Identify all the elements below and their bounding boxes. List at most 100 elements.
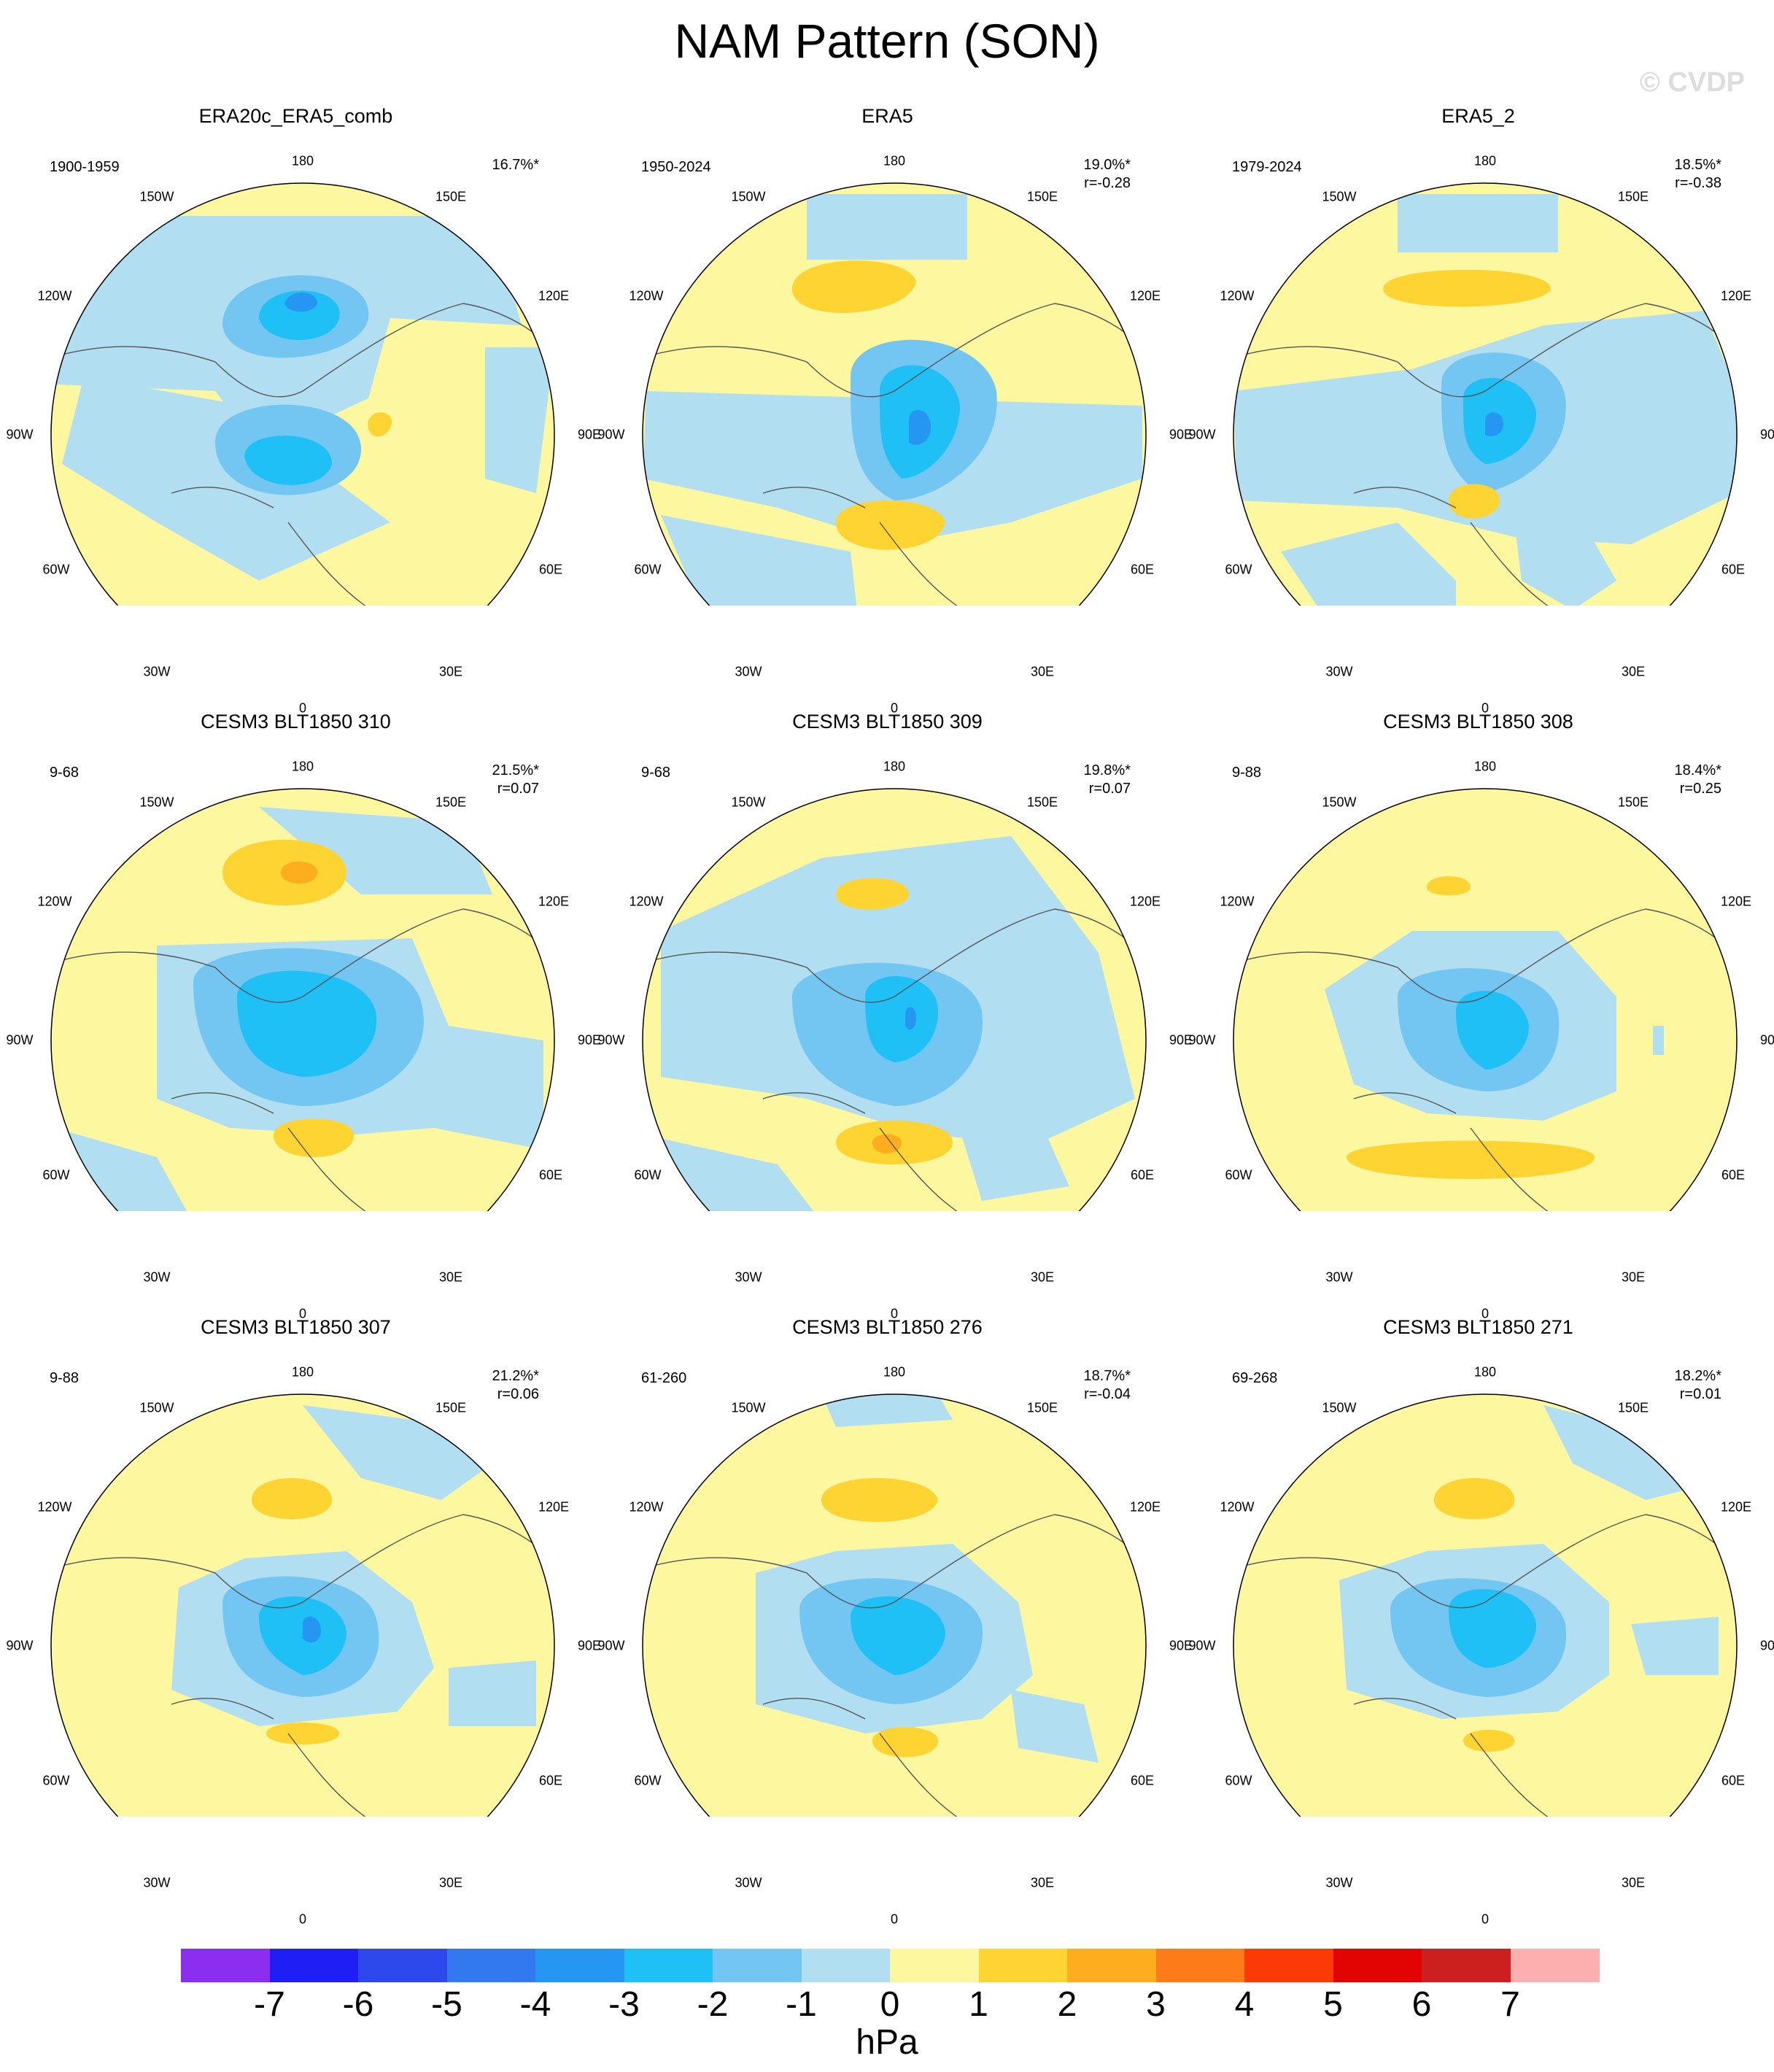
longitude-label: 120W bbox=[37, 288, 72, 304]
longitude-label: 180 bbox=[883, 1364, 906, 1380]
explained-variance: 18.7%* bbox=[1083, 1368, 1131, 1384]
longitude-label: 150E bbox=[1026, 795, 1058, 810]
longitude-label: 120W bbox=[37, 1499, 72, 1515]
contour-region bbox=[1434, 1478, 1514, 1520]
colorbar-segment bbox=[1067, 1949, 1156, 1982]
longitude-label: 180 bbox=[1473, 153, 1497, 169]
colorbar-segment bbox=[181, 1949, 270, 1982]
panel-period: 9-88 bbox=[50, 1370, 80, 1386]
polar-map bbox=[1233, 182, 1738, 606]
longitude-label: 180 bbox=[883, 759, 906, 774]
contour-region bbox=[807, 194, 967, 260]
longitude-label: 90E bbox=[577, 1638, 602, 1653]
longitude-label: 90W bbox=[1188, 427, 1216, 442]
map-border bbox=[1233, 1393, 1738, 1817]
longitude-label: 120W bbox=[629, 288, 664, 304]
map-panel: ERA5_2 1979-2024 18.5%* r=-0.38 180 150W 150E 1… bbox=[1182, 0, 1774, 716]
colorbar-segment bbox=[624, 1949, 713, 1982]
longitude-label: 0 bbox=[890, 700, 899, 716]
map-border bbox=[642, 182, 1147, 606]
contour-region bbox=[284, 293, 317, 312]
polar-map bbox=[642, 788, 1147, 1211]
panel-stats: 19.8%* r=0.07 bbox=[1084, 762, 1131, 798]
longitude-label: 180 bbox=[291, 759, 314, 774]
panel-period: 1979-2024 bbox=[1232, 159, 1302, 175]
longitude-label: 120W bbox=[1220, 288, 1255, 304]
explained-variance: 19.0%* bbox=[1083, 157, 1131, 173]
panel-period: 69-268 bbox=[1232, 1370, 1278, 1386]
longitude-label: 150W bbox=[731, 1400, 766, 1415]
contour-region bbox=[303, 1616, 321, 1643]
contour-region bbox=[646, 1135, 851, 1211]
longitude-label: 180 bbox=[883, 153, 906, 169]
coastline bbox=[653, 1514, 1143, 1817]
explained-variance: 16.7%* bbox=[492, 157, 540, 173]
longitude-label: 90W bbox=[1188, 1032, 1216, 1048]
polar-map bbox=[1233, 1393, 1738, 1817]
panel-period: 9-68 bbox=[50, 765, 80, 781]
contour-region bbox=[244, 436, 332, 485]
longitude-label: 90E bbox=[1759, 1032, 1774, 1048]
contour-region bbox=[872, 1134, 902, 1153]
map-panel: CESM3 BLT1850 308 9-88 18.4%* r=0.25 180 150W… bbox=[1182, 606, 1774, 1321]
contour-region bbox=[836, 878, 909, 910]
contour-region bbox=[872, 1727, 938, 1758]
panel-title: CESM3 BLT1850 310 bbox=[201, 711, 391, 732]
longitude-label: 150W bbox=[1322, 1400, 1357, 1415]
colorbar-tick-label: -4 bbox=[519, 1985, 551, 2024]
pattern-correlation: r=0.25 bbox=[1679, 781, 1721, 797]
longitude-label: 120E bbox=[538, 1499, 570, 1515]
longitude-label: 150E bbox=[1617, 1400, 1649, 1415]
colorbar-segment bbox=[1155, 1949, 1245, 1982]
map-panel: ERA20c_ERA5_comb 1900-1959 16.7%* 180 150W 15… bbox=[0, 0, 601, 716]
longitude-label: 0 bbox=[298, 1306, 307, 1321]
longitude-label: 120E bbox=[538, 288, 570, 304]
pattern-correlation: r=-0.04 bbox=[1084, 1386, 1131, 1402]
longitude-label: 90E bbox=[577, 427, 602, 442]
longitude-label: 60W bbox=[634, 1773, 662, 1788]
longitude-label: 30W bbox=[735, 664, 762, 679]
map-border bbox=[50, 182, 555, 606]
watermark: © CVDP bbox=[1639, 67, 1745, 98]
map-panel: CESM3 BLT1850 307 9-88 21.2%* r=0.06 180 150W… bbox=[0, 1211, 601, 1927]
panel-stats: 18.5%* r=-0.38 bbox=[1675, 156, 1722, 193]
longitude-label: 90E bbox=[1169, 1638, 1193, 1653]
contour-region bbox=[1449, 484, 1500, 519]
longitude-label: 30E bbox=[1030, 664, 1055, 679]
polar-map bbox=[50, 788, 555, 1211]
panel-period: 1950-2024 bbox=[641, 159, 711, 175]
contour-region bbox=[259, 290, 340, 340]
longitude-label: 180 bbox=[291, 153, 314, 169]
pattern-correlation: r=0.07 bbox=[1088, 781, 1131, 797]
longitude-label: 120E bbox=[1129, 288, 1161, 304]
longitude-label: 0 bbox=[298, 1911, 307, 1927]
longitude-label: 0 bbox=[1481, 1911, 1490, 1927]
longitude-label: 150W bbox=[139, 795, 174, 810]
longitude-label: 0 bbox=[1481, 1306, 1490, 1321]
colorbar-tick-label: -5 bbox=[431, 1985, 462, 2024]
longitude-label: 120E bbox=[1129, 1499, 1161, 1515]
explained-variance: 18.5%* bbox=[1674, 157, 1722, 173]
longitude-label: 60W bbox=[1225, 1773, 1252, 1788]
panel-stats: 18.2%* r=0.01 bbox=[1675, 1367, 1722, 1404]
longitude-label: 30E bbox=[438, 1875, 463, 1890]
contour-region bbox=[836, 500, 945, 550]
contour-region bbox=[1383, 269, 1551, 307]
map-border bbox=[50, 788, 555, 1211]
map-panel: CESM3 BLT1850 276 61-260 18.7%* r=-0.04 180 1… bbox=[592, 1211, 1193, 1927]
colorbar-segment bbox=[535, 1949, 624, 1982]
colorbar-segment bbox=[890, 1949, 979, 1982]
contour-region bbox=[1427, 876, 1471, 896]
longitude-label: 120W bbox=[37, 894, 72, 909]
longitude-label: 30E bbox=[1621, 664, 1646, 679]
colorbar-tick-label: 7 bbox=[1500, 1985, 1520, 2024]
longitude-label: 30W bbox=[1325, 1269, 1353, 1285]
longitude-label: 150E bbox=[435, 795, 467, 810]
longitude-label: 0 bbox=[890, 1306, 899, 1321]
longitude-label: 150W bbox=[1322, 189, 1357, 204]
panel-period: 9-88 bbox=[1232, 765, 1262, 781]
longitude-label: 150E bbox=[435, 189, 467, 204]
longitude-label: 150E bbox=[435, 1400, 467, 1415]
longitude-label: 90W bbox=[1188, 1638, 1216, 1653]
explained-variance: 18.2%* bbox=[1674, 1368, 1722, 1384]
